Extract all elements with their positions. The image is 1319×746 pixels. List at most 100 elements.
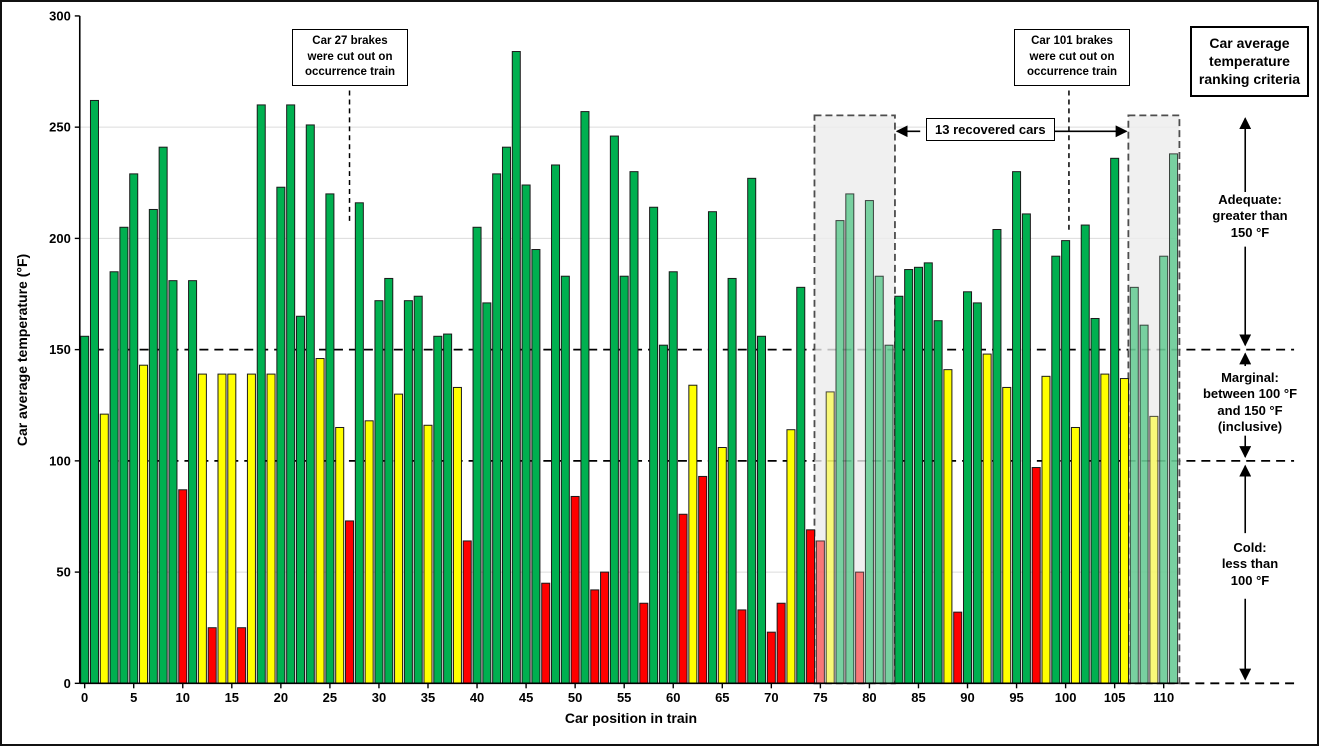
bar [1061, 240, 1071, 684]
bar [315, 358, 325, 684]
car27-annotation: Car 27 brakes were cut out on occurrence… [292, 29, 408, 86]
bar [1149, 415, 1159, 684]
x-axis-title: Car position in train [564, 710, 698, 726]
bar [668, 271, 678, 684]
y-tick-label: 150 [49, 342, 71, 357]
recovered-cars-label: 13 recovered cars [926, 118, 1055, 141]
bar [1012, 171, 1022, 684]
bar [403, 300, 413, 684]
bar [972, 302, 982, 684]
x-tick-label: 110 [1153, 690, 1174, 705]
bar [1100, 373, 1110, 684]
x-tick-label: 85 [911, 690, 925, 705]
zone-label-cold: Cold: less than 100 °F [1192, 540, 1308, 589]
bar [560, 275, 570, 684]
bar [266, 373, 276, 684]
bar [178, 489, 188, 684]
bar [815, 540, 825, 684]
y-tick-label: 200 [49, 231, 71, 246]
x-tick-label: 0 [81, 690, 88, 705]
bar [953, 611, 963, 684]
bar [835, 220, 845, 684]
bar [1041, 375, 1051, 684]
bar [1119, 378, 1129, 684]
x-tick-label: 95 [1009, 690, 1023, 705]
bar [1031, 467, 1041, 684]
y-tick-label: 100 [49, 453, 71, 468]
bar [786, 429, 796, 684]
bar [845, 193, 855, 684]
bar [109, 271, 119, 684]
bar [1110, 157, 1120, 684]
bar [1080, 224, 1090, 684]
bar [1169, 153, 1179, 684]
bar [246, 373, 256, 684]
bar [325, 193, 335, 684]
y-tick-label: 50 [56, 565, 70, 580]
x-tick-label: 80 [862, 690, 876, 705]
annotation-leader-lines [348, 90, 1070, 233]
bar [462, 540, 472, 684]
bar [639, 602, 649, 684]
x-tick-label: 45 [519, 690, 533, 705]
bar [717, 447, 727, 684]
bar [1070, 426, 1080, 684]
bar [354, 202, 364, 684]
bar [806, 529, 816, 684]
x-tick-label: 55 [617, 690, 631, 705]
x-tick-label: 35 [421, 690, 435, 705]
bar [1129, 286, 1139, 684]
bars [80, 51, 1179, 684]
bar [197, 373, 207, 684]
bar [256, 104, 266, 684]
bar [345, 520, 355, 684]
bar [482, 302, 492, 684]
bar [237, 627, 247, 684]
bar [452, 386, 462, 684]
bar [217, 373, 227, 684]
x-tick-label: 20 [274, 690, 288, 705]
bar [982, 353, 992, 684]
bar [227, 373, 237, 684]
bar [129, 173, 139, 684]
bar [1051, 255, 1061, 684]
bar [295, 315, 305, 684]
bar [413, 295, 423, 684]
x-tick-label: 10 [176, 690, 190, 705]
y-tick-label: 300 [49, 8, 71, 23]
bar [99, 413, 109, 684]
bar [472, 226, 482, 684]
bar [139, 364, 149, 684]
bar [158, 146, 168, 684]
bar [423, 424, 433, 684]
bar [590, 589, 600, 684]
bar [305, 124, 315, 684]
bar [570, 495, 580, 684]
bar [619, 275, 629, 684]
bar [286, 104, 296, 684]
bar [531, 249, 541, 684]
bar [737, 609, 747, 684]
bar [511, 51, 521, 684]
x-tick-label: 65 [715, 690, 729, 705]
bar [335, 426, 345, 684]
y-axis-title: Car average temperature (°F) [14, 253, 30, 447]
x-tick-label: 70 [764, 690, 778, 705]
bar [943, 369, 953, 684]
x-tick-label: 50 [568, 690, 582, 705]
bar [148, 208, 158, 684]
x-tick-label: 105 [1104, 690, 1126, 705]
bar [923, 262, 933, 684]
ranking-criteria-title: Car average temperature ranking criteria [1190, 26, 1309, 97]
x-tick-label: 5 [130, 690, 137, 705]
bar [1159, 255, 1169, 684]
bar [766, 631, 776, 684]
bar [864, 200, 874, 684]
x-tick-label: 15 [225, 690, 239, 705]
bar [207, 627, 217, 684]
x-tick-label: 40 [470, 690, 484, 705]
bar [433, 335, 443, 684]
bar [933, 320, 943, 684]
bar [688, 384, 698, 684]
